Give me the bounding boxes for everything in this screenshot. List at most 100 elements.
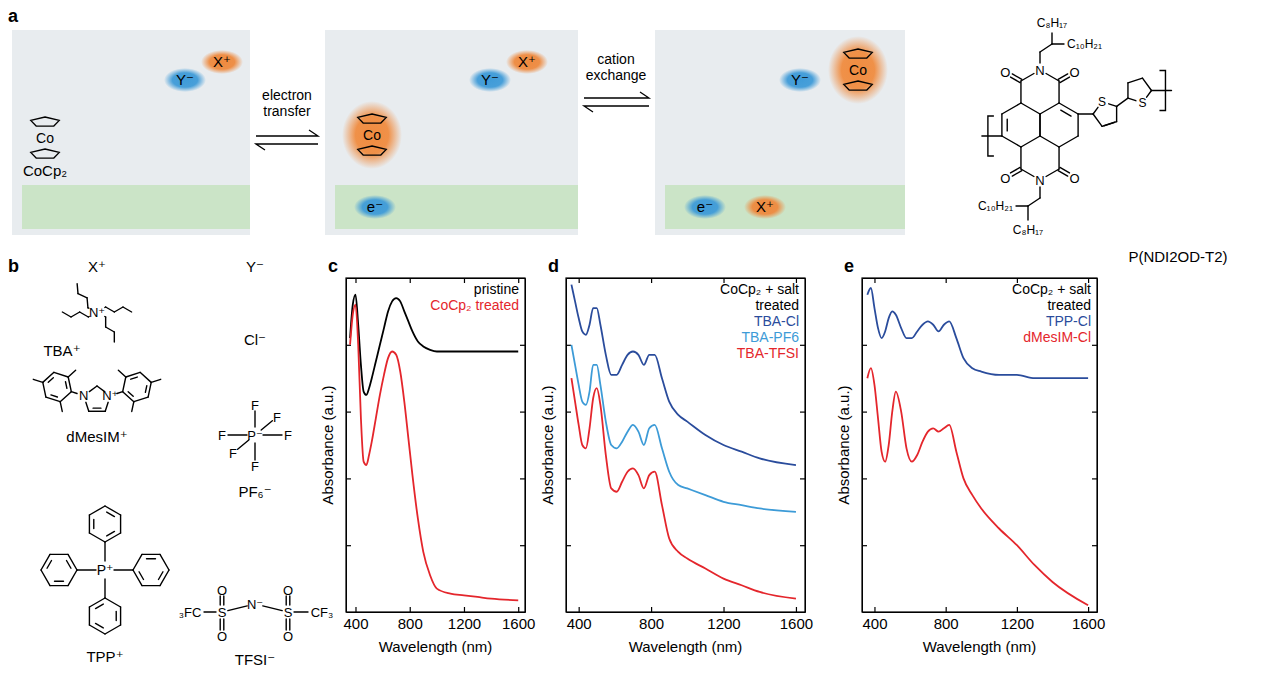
x-axis-line	[863, 612, 1098, 613]
x-axis-tick: 800	[398, 607, 423, 632]
figure: aCoCoCp₂Y⁻X⁺electrontransferCoY⁻X⁺e⁻cati…	[0, 0, 1263, 699]
atom: ₃FC	[179, 605, 202, 620]
panel-letter: a	[8, 6, 19, 26]
ring-bond	[41, 570, 50, 586]
ring-bond	[142, 554, 160, 555]
y-axis-tick	[346, 478, 351, 479]
ring-bond	[120, 515, 121, 533]
y-axis	[862, 279, 867, 613]
tick-label: 400	[343, 615, 368, 632]
tick-mark	[862, 412, 867, 413]
ring-bond	[148, 382, 151, 397]
ion-label: X⁺	[518, 53, 536, 70]
y-axis-right	[1092, 279, 1098, 613]
x-axis-title: Wavelength (nm)	[379, 638, 493, 655]
ring-bond	[68, 554, 77, 570]
ring-bond	[68, 377, 71, 392]
atom: O	[217, 629, 227, 644]
bond	[1016, 205, 1028, 206]
x-axis: 40080012001600	[862, 607, 1105, 632]
x-axis-top-line	[863, 278, 1098, 279]
tick-mark	[464, 607, 465, 612]
y-axis-right-tick	[520, 478, 525, 479]
bond	[204, 611, 216, 612]
tick-mark	[464, 278, 465, 283]
y-axis-line	[862, 279, 863, 613]
y-axis-tick	[862, 545, 867, 546]
bond	[1028, 198, 1040, 206]
inner-bond	[147, 558, 156, 559]
atom: CF₃	[311, 605, 334, 620]
tick-mark	[651, 278, 652, 283]
atom: F	[273, 410, 281, 425]
ring-bond	[123, 377, 126, 392]
ion-glow	[354, 195, 396, 219]
ring-bond	[1040, 103, 1059, 114]
spectrum-line	[350, 295, 518, 395]
bond	[1151, 90, 1171, 91]
chart-panel: 40080012001600Wavelength (nm)Absorbance …	[319, 256, 535, 655]
polymer-film	[665, 185, 905, 229]
ring-bond	[1142, 78, 1151, 90]
ring-bond	[1077, 114, 1078, 136]
inner-bond	[158, 572, 162, 580]
ion-label: e⁻	[697, 198, 713, 215]
forward-arrow	[584, 92, 649, 98]
state-box	[12, 30, 250, 235]
y-axis-title: Absorbance (a.u.)	[835, 385, 852, 504]
inner-bond	[1007, 119, 1008, 131]
inner-bond	[1061, 110, 1071, 116]
tick-mark	[800, 545, 805, 546]
ring-bond	[1039, 114, 1040, 136]
ion-name: TBA⁺	[43, 342, 80, 359]
ring-bond	[1116, 106, 1117, 121]
tick-mark	[946, 278, 947, 283]
ring-bond	[1040, 136, 1059, 147]
tick-label: 1200	[448, 615, 481, 632]
inner-bond	[107, 531, 115, 535]
bracket	[988, 116, 994, 156]
spectrum-line	[867, 368, 1088, 605]
cp-ring	[358, 146, 387, 155]
ring-bond	[1059, 103, 1078, 114]
atom: F	[251, 398, 259, 413]
ring-bond	[1128, 78, 1143, 83]
tick-mark	[1017, 607, 1018, 612]
panel-letter: b	[8, 256, 19, 276]
methyl-bond	[68, 370, 75, 377]
bond	[71, 392, 77, 394]
chain-bond	[62, 312, 71, 317]
x-axis-tick: 1600	[780, 607, 813, 632]
chart-panel: 40080012001600Wavelength (nm)Absorbance …	[835, 256, 1105, 655]
tick-mark	[1092, 545, 1097, 546]
ring-bond	[89, 533, 105, 542]
ring-bond	[140, 372, 151, 382]
y-axis-right-tick	[800, 412, 805, 413]
bond	[104, 542, 105, 561]
y-axis-tick	[566, 545, 571, 546]
legend-entry: dMesIM-Cl	[1023, 329, 1091, 345]
chart-panel: 40080012001600Wavelength (nm)Absorbance …	[539, 256, 813, 655]
ring-bond	[1128, 98, 1136, 101]
metal-label: Co	[36, 130, 54, 146]
ring-bond	[126, 372, 140, 377]
chain-bond	[78, 294, 87, 298]
y-axis-right-tick	[520, 412, 525, 413]
atom: S	[1138, 96, 1146, 110]
column-head: Y⁻	[246, 258, 264, 275]
tick-label: 1600	[780, 615, 813, 632]
x-axis-tick: 1200	[448, 607, 481, 632]
x-axis: 40080012001600	[567, 607, 814, 632]
y-axis-right-tick	[1092, 412, 1097, 413]
y-axis-right	[520, 279, 526, 613]
inner-bond	[48, 378, 53, 383]
text-line: cation	[597, 51, 634, 67]
cation-glow	[342, 101, 402, 169]
atom: N	[1035, 63, 1044, 78]
y-axis-line	[346, 279, 347, 613]
tick-mark	[346, 545, 351, 546]
ring-bond	[46, 397, 60, 402]
chain-bond	[114, 307, 123, 312]
ion-label: X⁺	[213, 53, 231, 70]
ring-bond	[1039, 114, 1040, 136]
